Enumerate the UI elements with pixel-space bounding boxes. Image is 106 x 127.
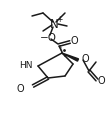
Text: −O: −O [40, 33, 56, 43]
Text: HN: HN [20, 60, 33, 69]
Text: O: O [81, 54, 89, 65]
Text: O: O [97, 76, 105, 86]
Text: O: O [16, 84, 24, 94]
Text: O: O [70, 36, 78, 46]
Polygon shape [62, 53, 79, 61]
Text: N: N [50, 18, 58, 30]
Text: +: + [56, 15, 62, 25]
